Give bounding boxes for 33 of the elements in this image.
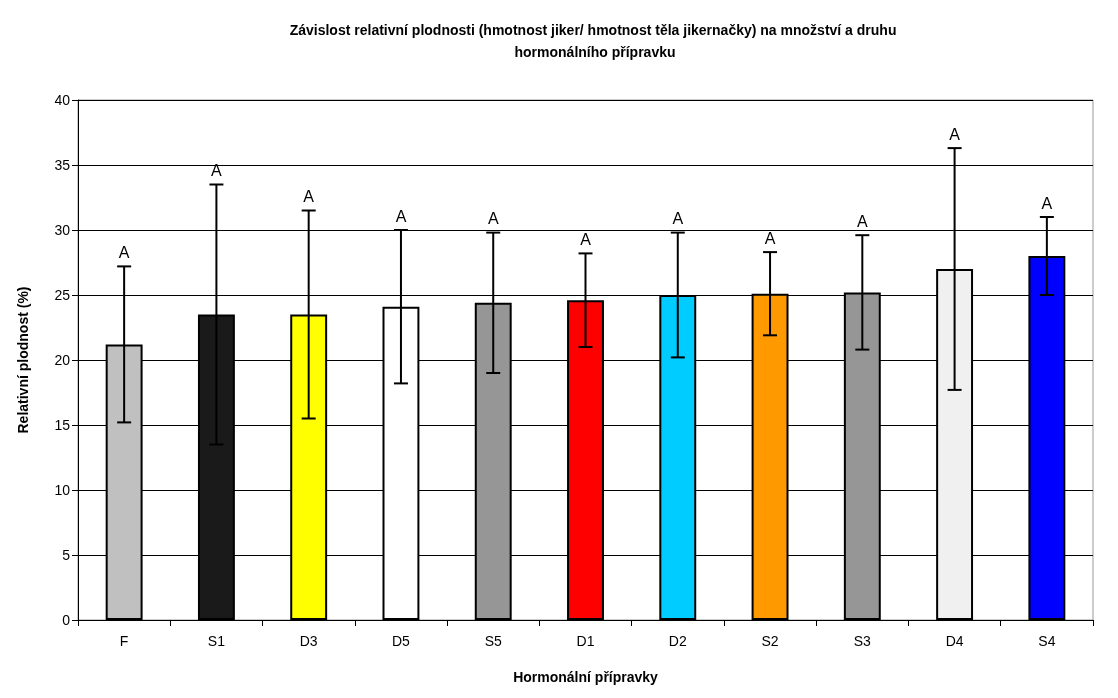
x-tick-label: S2 bbox=[761, 633, 779, 649]
annotation: A bbox=[580, 230, 592, 248]
x-tick-label: S3 bbox=[853, 633, 872, 649]
annotation: A bbox=[949, 125, 961, 143]
x-tick-label: D1 bbox=[576, 633, 595, 649]
annotation: A bbox=[303, 188, 315, 205]
x-tick-label: S1 bbox=[207, 633, 226, 649]
x-tick-label: D5 bbox=[392, 633, 411, 649]
annotation: A bbox=[487, 210, 499, 228]
annotation: A bbox=[118, 243, 130, 261]
y-axis-title: Relativní plodnost (%) bbox=[15, 286, 31, 434]
y-tick-label: 20 bbox=[54, 352, 71, 368]
y-tick-label: 15 bbox=[54, 417, 71, 433]
y-tick-label: 10 bbox=[54, 482, 71, 498]
annotation: A bbox=[395, 207, 407, 225]
y-tick-label: 30 bbox=[54, 222, 71, 238]
x-tick-label: D3 bbox=[299, 633, 318, 649]
annotation: A bbox=[764, 229, 776, 247]
y-tick-label: 40 bbox=[54, 92, 71, 108]
y-tick-label: 25 bbox=[54, 287, 71, 303]
x-tick-label: D2 bbox=[668, 633, 687, 649]
x-tick-label: F bbox=[119, 633, 129, 649]
y-tick-label: 0 bbox=[62, 612, 71, 628]
annotation: A bbox=[1041, 194, 1053, 212]
chart-title: Závislost relativní plodnosti (hmotnost jiker/ hmotnost těla jikernačky) na množství a druhu hormonálního přípravku bbox=[289, 22, 901, 60]
x-tick-label: D4 bbox=[945, 633, 964, 649]
annotation: A bbox=[856, 212, 868, 230]
y-tick-label: 35 bbox=[54, 157, 71, 173]
y-tick-label: 5 bbox=[62, 547, 71, 563]
x-axis-title: Hormonální přípravky bbox=[513, 669, 659, 685]
x-tick-label: S4 bbox=[1038, 633, 1056, 649]
annotation: A bbox=[672, 210, 684, 228]
x-tick-label: S5 bbox=[484, 633, 502, 649]
